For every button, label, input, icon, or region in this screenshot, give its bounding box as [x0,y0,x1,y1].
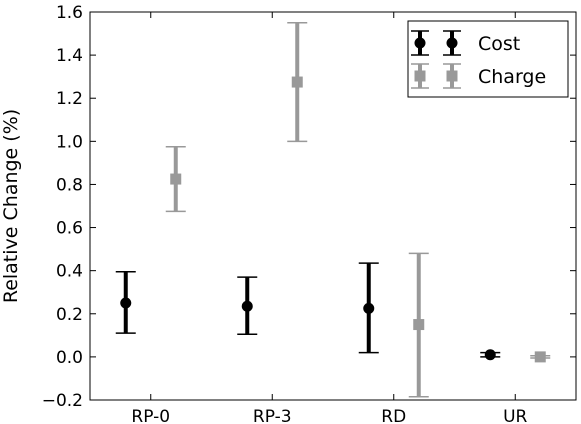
y-tick-label: 0.0 [56,348,83,368]
y-tick-label: 1.0 [56,132,83,152]
x-tick-label: RD [381,407,406,424]
y-tick-label: −0.2 [42,391,83,411]
y-tick-label: 0.4 [56,262,83,282]
y-tick-label: 0.8 [56,175,83,195]
legend-box [407,20,569,98]
legend-marker [414,37,426,49]
data-point [120,297,132,309]
data-point [241,300,253,312]
y-axis-label: Relative Change (%) [0,109,22,303]
y-tick-label: 1.2 [56,89,83,109]
legend-label: Charge [478,66,546,88]
data-point [413,319,425,331]
data-point [170,173,182,185]
x-tick-label: RP-3 [253,407,292,424]
x-tick-label: UR [503,407,527,424]
legend-item-cost: Cost [411,30,520,56]
axis-ticks: −0.2 0.0 0.2 0.4 0.6 0.8 1.0 1.2 1.4 1.6 RP-0 RP-3 R… [42,3,576,424]
series-cost [115,262,501,361]
data-point [363,302,375,314]
data-point [291,76,303,88]
legend: Cost Charge [407,20,569,98]
data-marks [115,22,551,398]
y-tick-label: 0.2 [56,305,83,325]
legend-marker [446,37,458,49]
plot-frame [89,11,577,401]
y-tick-label: 0.6 [56,219,83,239]
x-tick-label: RP-0 [131,407,170,424]
data-point [534,351,546,363]
legend-item-charge: Charge [411,63,546,89]
series-charge [165,22,551,398]
legend-label: Cost [478,33,520,55]
y-tick-label: 1.6 [56,3,83,23]
y-tick-label: 1.4 [56,46,83,66]
legend-marker [414,70,426,82]
data-point [484,349,496,361]
legend-marker [446,70,458,82]
